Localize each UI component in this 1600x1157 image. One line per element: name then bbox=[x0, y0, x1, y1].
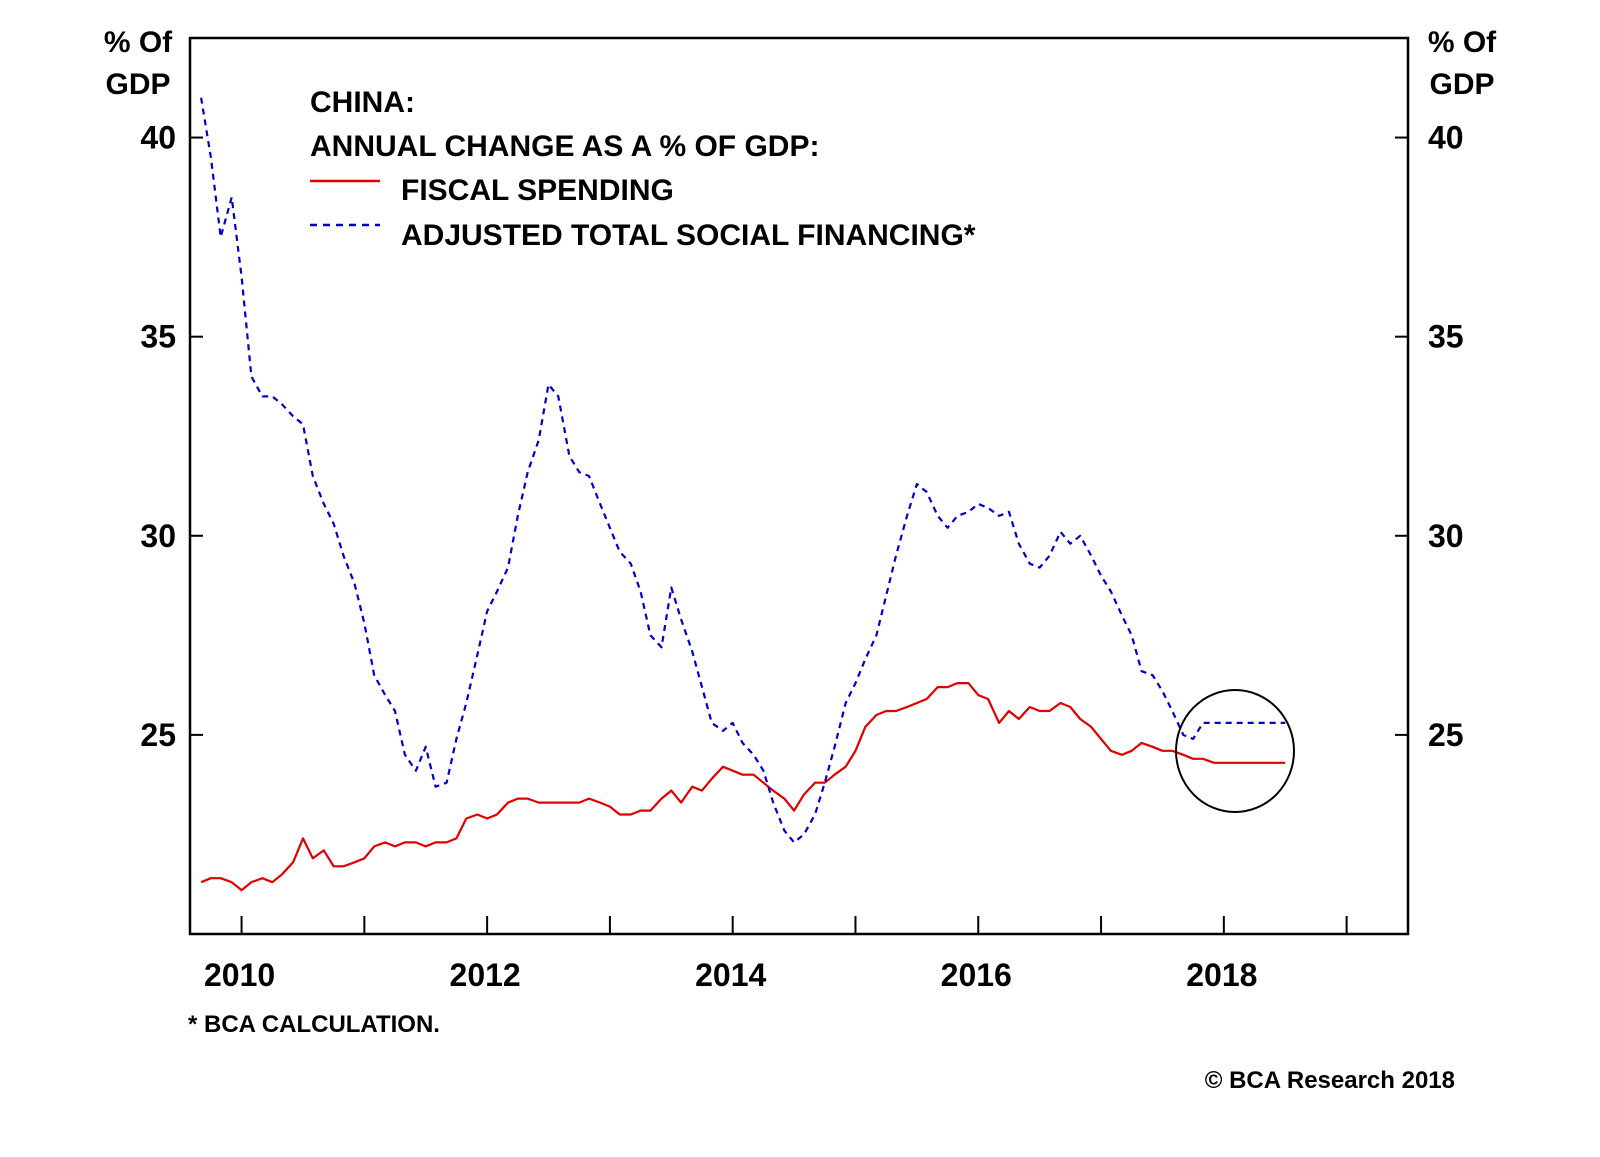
y-tick-label-left: 30 bbox=[140, 518, 176, 554]
y-tick-label-left: 25 bbox=[140, 717, 176, 753]
left-axis-label-line1: % Of bbox=[104, 26, 173, 59]
left-axis-label-line2: GDP bbox=[105, 68, 170, 101]
x-tick-label: 2014 bbox=[695, 957, 766, 993]
chart-subtitle: ANNUAL CHANGE AS A % OF GDP: bbox=[310, 130, 819, 163]
legend-label-tsf: ADJUSTED TOTAL SOCIAL FINANCING* bbox=[401, 219, 976, 252]
footnote: * BCA CALCULATION. bbox=[188, 1011, 440, 1038]
y-tick-label-left: 35 bbox=[140, 319, 176, 355]
series-line-total-social-financing bbox=[200, 97, 1286, 844]
annotation-circle bbox=[1175, 689, 1295, 813]
right-axis-label-line1: % Of bbox=[1428, 26, 1497, 59]
x-tick-label: 2010 bbox=[204, 957, 275, 993]
x-tick-label: 2016 bbox=[941, 957, 1012, 993]
chart-title: CHINA: bbox=[310, 86, 415, 119]
legend-label-fiscal: FISCAL SPENDING bbox=[401, 174, 674, 207]
source-credit: © BCA Research 2018 bbox=[1205, 1067, 1455, 1094]
x-tick-label: 2012 bbox=[450, 957, 521, 993]
axes-layer: 25 25 30 30 35 35 40 40 2010 2012 2014 2016 2018 bbox=[140, 120, 1463, 993]
x-tick-label: 2018 bbox=[1186, 957, 1257, 993]
plot-frame bbox=[188, 36, 1410, 936]
y-tick-label-left: 40 bbox=[140, 120, 176, 156]
legend: CHINA: ANNUAL CHANGE AS A % OF GDP: FISC… bbox=[310, 86, 976, 252]
series-line-fiscal-spending bbox=[200, 681, 1286, 892]
series-layer bbox=[200, 97, 1286, 892]
y-tick-label-right: 35 bbox=[1428, 319, 1464, 355]
y-tick-label-right: 25 bbox=[1428, 717, 1464, 753]
y-tick-label-right: 30 bbox=[1428, 518, 1464, 554]
right-axis-label-line2: GDP bbox=[1429, 68, 1494, 101]
y-tick-label-right: 40 bbox=[1428, 120, 1464, 156]
